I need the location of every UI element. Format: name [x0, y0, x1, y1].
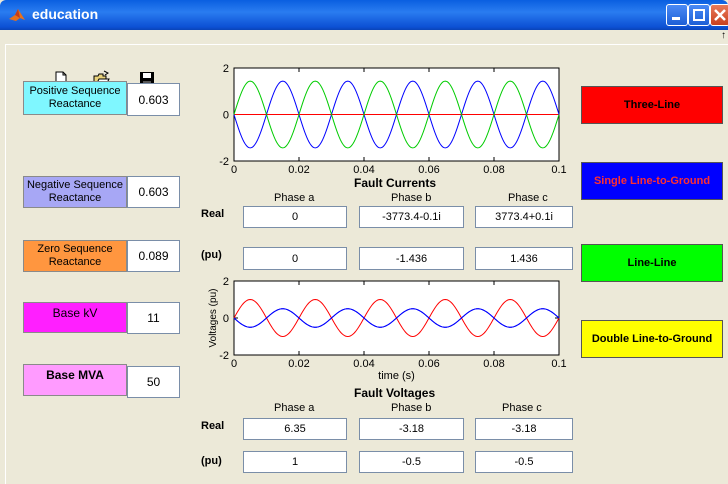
- current-pu-c[interactable]: 1.436: [475, 247, 573, 270]
- current-pu-b[interactable]: -1.436: [359, 247, 464, 270]
- close-icon: [714, 9, 726, 21]
- currents-pu-label: (pu): [201, 249, 222, 261]
- x-tick-label: 0.04: [353, 358, 374, 370]
- zero-sequence-label: Zero Sequence Reactance: [23, 240, 127, 272]
- voltages-real-label: Real: [201, 420, 225, 432]
- x-tick-label: 0.1: [551, 358, 566, 370]
- y-tick-label: 2: [223, 63, 229, 75]
- minimize-icon: [672, 17, 680, 20]
- zero-sequence-label-text: Zero Sequence Reactance: [37, 243, 113, 268]
- current-real-c[interactable]: 3773.4+0.1i: [475, 206, 573, 228]
- x-tick-label: 0.02: [288, 358, 309, 370]
- menubar: ↑: [0, 30, 728, 46]
- base-mva-label-text: Base MVA: [46, 368, 104, 382]
- currents-real-label: Real: [201, 208, 225, 220]
- positive-sequence-input[interactable]: 0.603: [127, 83, 180, 116]
- y-tick-label: 0: [223, 313, 229, 325]
- x-tick-label: 0.06: [418, 358, 439, 370]
- y-tick-label: -2: [219, 350, 229, 362]
- y-tick-label: -2: [219, 156, 229, 168]
- base-mva-label: Base MVA: [23, 364, 127, 396]
- base-kv-label: Base kV: [23, 302, 127, 333]
- x-tick-label: 0.04: [353, 164, 374, 176]
- voltages-header-c: Phase c: [502, 402, 542, 414]
- fault-currents-chart: 0 0.02 0.04 0.06 0.08 0.1-202: [219, 63, 566, 176]
- zero-sequence-input[interactable]: 0.089: [127, 240, 180, 272]
- x-tick-label: 0.06: [418, 164, 439, 176]
- x-tick-label: 0.1: [551, 164, 566, 176]
- negative-sequence-label-text: Negative Sequence Reactance: [26, 179, 123, 204]
- voltages-header-b: Phase b: [391, 402, 432, 414]
- three-line-button[interactable]: Three-Line: [581, 86, 723, 124]
- y-axis-label: Voltages (pu): [208, 289, 219, 348]
- current-real-b[interactable]: -3773.4-0.1i: [359, 206, 464, 228]
- x-tick-label: 0: [231, 164, 237, 176]
- menu-overflow-arrow[interactable]: ↑: [721, 30, 726, 41]
- currents-header-a: Phase a: [274, 192, 315, 204]
- negative-sequence-input[interactable]: 0.603: [127, 176, 180, 208]
- series-line-phase-c: [233, 80, 560, 149]
- currents-header-c: Phase c: [508, 192, 548, 204]
- current-real-a[interactable]: 0: [243, 206, 347, 228]
- minimize-button[interactable]: [666, 4, 688, 26]
- series-line-phase-c: [233, 308, 560, 328]
- matlab-icon: [9, 9, 25, 21]
- currents-header-b: Phase b: [391, 192, 432, 204]
- close-button[interactable]: [710, 4, 728, 26]
- double-line-to-ground-button[interactable]: Double Line-to-Ground: [581, 320, 723, 358]
- base-kv-input[interactable]: 11: [127, 302, 180, 334]
- line-line-button[interactable]: Line-Line: [581, 244, 723, 282]
- x-tick-label: 0.02: [288, 164, 309, 176]
- window-titlebar: education: [0, 0, 728, 30]
- voltage-pu-c[interactable]: -0.5: [475, 451, 573, 473]
- x-tick-label: 0.08: [483, 164, 504, 176]
- fault-currents-title: Fault Currents: [354, 176, 437, 190]
- base-mva-input[interactable]: 50: [127, 366, 180, 398]
- positive-sequence-label: Positive Sequence Reactance: [23, 81, 127, 115]
- positive-sequence-label-text: Positive Sequence Reactance: [29, 85, 121, 110]
- negative-sequence-label: Negative Sequence Reactance: [23, 176, 127, 208]
- voltage-pu-a[interactable]: 1: [243, 451, 347, 473]
- fault-voltages-title: Fault Voltages: [354, 386, 436, 400]
- maximize-icon: [693, 9, 705, 21]
- maximize-button[interactable]: [688, 4, 710, 26]
- window-title: education: [32, 6, 99, 22]
- x-axis-label: time (s): [378, 370, 415, 382]
- voltage-real-c[interactable]: -3.18: [475, 418, 573, 440]
- y-tick-label: 0: [223, 110, 229, 122]
- x-tick-label: 0.08: [483, 358, 504, 370]
- current-pu-a[interactable]: 0: [243, 247, 347, 270]
- single-line-to-ground-button[interactable]: Single Line-to-Ground: [581, 162, 723, 200]
- voltages-pu-label: (pu): [201, 455, 222, 467]
- voltage-real-a[interactable]: 6.35: [243, 418, 347, 440]
- base-kv-label-text: Base kV: [52, 306, 98, 320]
- voltage-real-b[interactable]: -3.18: [359, 418, 464, 440]
- voltages-header-a: Phase a: [274, 402, 315, 414]
- voltage-pu-b[interactable]: -0.5: [359, 451, 464, 473]
- y-tick-label: 2: [223, 276, 229, 288]
- x-tick-label: 0: [231, 358, 237, 370]
